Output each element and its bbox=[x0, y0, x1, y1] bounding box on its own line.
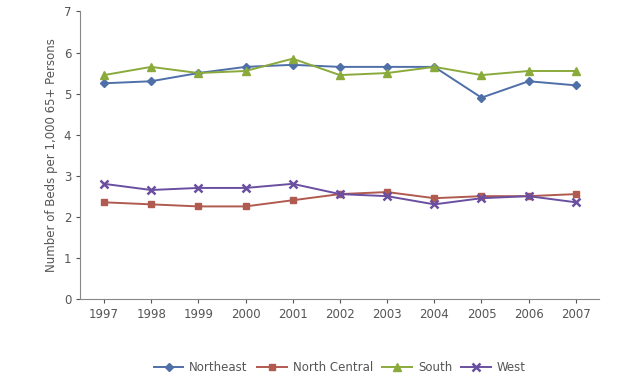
Y-axis label: Number of Beds per 1,000 65+ Persons: Number of Beds per 1,000 65+ Persons bbox=[45, 38, 58, 272]
Legend: Northeast, North Central, South, West: Northeast, North Central, South, West bbox=[149, 357, 531, 379]
